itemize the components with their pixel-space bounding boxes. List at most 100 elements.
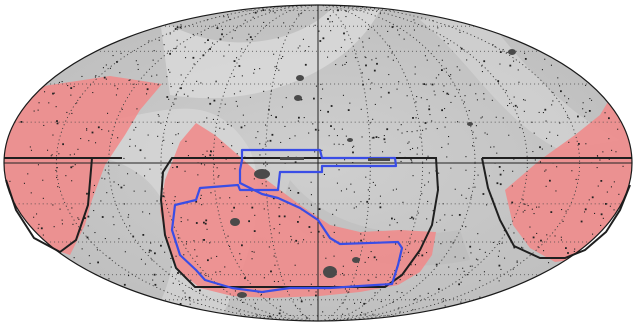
masked-source-dot bbox=[117, 88, 119, 90]
masked-source-dot bbox=[102, 67, 104, 69]
masked-source-dot bbox=[263, 277, 265, 279]
masked-source-dot bbox=[357, 288, 359, 290]
masked-source-dot bbox=[103, 76, 106, 79]
masked-source-dot bbox=[278, 207, 280, 209]
masked-source-dot bbox=[190, 279, 192, 281]
masked-source-dot bbox=[516, 260, 518, 262]
masked-source-dot bbox=[52, 204, 54, 206]
masked-source-dot bbox=[433, 90, 435, 92]
masked-source-dot bbox=[444, 214, 446, 216]
masked-source-dot bbox=[154, 252, 156, 255]
masked-source-dot bbox=[560, 239, 562, 241]
masked-source-dot bbox=[361, 136, 363, 138]
masked-source-dot bbox=[283, 215, 286, 218]
masked-source-dot bbox=[146, 93, 148, 95]
masked-source-dot bbox=[319, 40, 322, 42]
masked-source-dot bbox=[225, 158, 227, 160]
masked-source-dot bbox=[475, 93, 477, 95]
masked-source-dot bbox=[463, 257, 465, 259]
masked-source-dot bbox=[358, 37, 360, 39]
masked-source-dot bbox=[416, 96, 418, 98]
masked-source-dot bbox=[346, 188, 348, 190]
masked-source-dot bbox=[134, 145, 136, 147]
masked-source-dot bbox=[88, 255, 90, 257]
masked-source-dot bbox=[441, 146, 443, 148]
masked-source-dot bbox=[438, 45, 440, 47]
masked-source-dot bbox=[166, 76, 168, 78]
masked-source-dot bbox=[458, 89, 460, 91]
masked-source-dot bbox=[289, 137, 291, 139]
masked-source-dot bbox=[378, 137, 380, 139]
masked-source-dot bbox=[209, 154, 212, 157]
masked-source-dot bbox=[156, 200, 158, 202]
masked-source-dot bbox=[450, 101, 452, 103]
masked-source-dot bbox=[545, 185, 547, 187]
masked-source-dot bbox=[77, 148, 79, 150]
masked-source-dot bbox=[364, 56, 366, 58]
masked-source-dot bbox=[204, 155, 206, 157]
masked-source-dot bbox=[578, 143, 580, 145]
masked-source-dot bbox=[234, 30, 236, 32]
masked-source-dot bbox=[76, 102, 78, 104]
masked-source-dot bbox=[497, 80, 500, 82]
masked-source-dot bbox=[449, 75, 451, 77]
masked-source-dot bbox=[213, 163, 215, 165]
masked-source-dot bbox=[522, 247, 524, 249]
masked-source-dot bbox=[314, 24, 316, 26]
masked-source-dot bbox=[501, 242, 503, 244]
masked-source-dot bbox=[513, 158, 515, 160]
masked-source-dot bbox=[417, 212, 419, 214]
masked-source-dot bbox=[511, 201, 514, 204]
masked-source-dot bbox=[342, 265, 344, 267]
masked-source-dot bbox=[115, 94, 117, 96]
masked-source-dot bbox=[132, 121, 134, 123]
masked-source-dot bbox=[128, 79, 130, 81]
masked-source-dot bbox=[184, 170, 186, 172]
masked-source-dot bbox=[353, 191, 355, 193]
masked-source-dot bbox=[408, 141, 410, 143]
masked-source-dot bbox=[69, 154, 71, 156]
graticule bbox=[4, 5, 632, 321]
masked-source-dot bbox=[617, 128, 619, 130]
masked-source-dot bbox=[399, 311, 401, 313]
masked-source-dot bbox=[490, 146, 492, 148]
masked-source-dot bbox=[610, 186, 612, 188]
masked-source-dot bbox=[335, 209, 337, 211]
masked-source-dot bbox=[426, 159, 428, 161]
masked-source-dot bbox=[337, 9, 339, 12]
masked-source-dot bbox=[239, 253, 241, 255]
masked-source-dot bbox=[459, 69, 461, 71]
masked-source-dot bbox=[366, 200, 369, 203]
masked-source-dot bbox=[527, 205, 529, 207]
masked-source-dot bbox=[421, 193, 423, 195]
masked-source-dot bbox=[169, 71, 171, 73]
masked-source-dot bbox=[367, 189, 369, 191]
masked-source-dot bbox=[415, 101, 417, 103]
masked-source-dot bbox=[192, 33, 194, 35]
masked-source-dot bbox=[269, 298, 271, 300]
masked-source-dot bbox=[290, 235, 292, 237]
masked-sources bbox=[9, 9, 624, 320]
masked-source-dot bbox=[240, 126, 243, 129]
masked-source-dot bbox=[260, 293, 262, 295]
masked-source-dot bbox=[395, 282, 397, 284]
masked-source-dot bbox=[254, 68, 256, 70]
masked-source-dot bbox=[379, 195, 381, 197]
masked-source-dot bbox=[368, 198, 370, 200]
masked-source-dot bbox=[395, 188, 397, 190]
masked-source-dot bbox=[216, 255, 218, 257]
masked-source-dot bbox=[281, 106, 283, 108]
masked-source-dot bbox=[279, 223, 281, 225]
masked-source-dot bbox=[120, 186, 123, 189]
masked-source-dot bbox=[144, 263, 146, 265]
masked-source-dot bbox=[80, 138, 82, 140]
masked-source-dot bbox=[544, 108, 547, 111]
masked-source-dot bbox=[499, 63, 501, 65]
masked-source-dot bbox=[223, 16, 225, 18]
masked-source-dot bbox=[415, 298, 417, 300]
masked-source-dot bbox=[157, 121, 159, 123]
masked-source-dot bbox=[276, 68, 278, 70]
masked-source-dot bbox=[420, 97, 422, 99]
masked-source-dot bbox=[422, 129, 424, 131]
masked-source-dot bbox=[409, 243, 411, 245]
